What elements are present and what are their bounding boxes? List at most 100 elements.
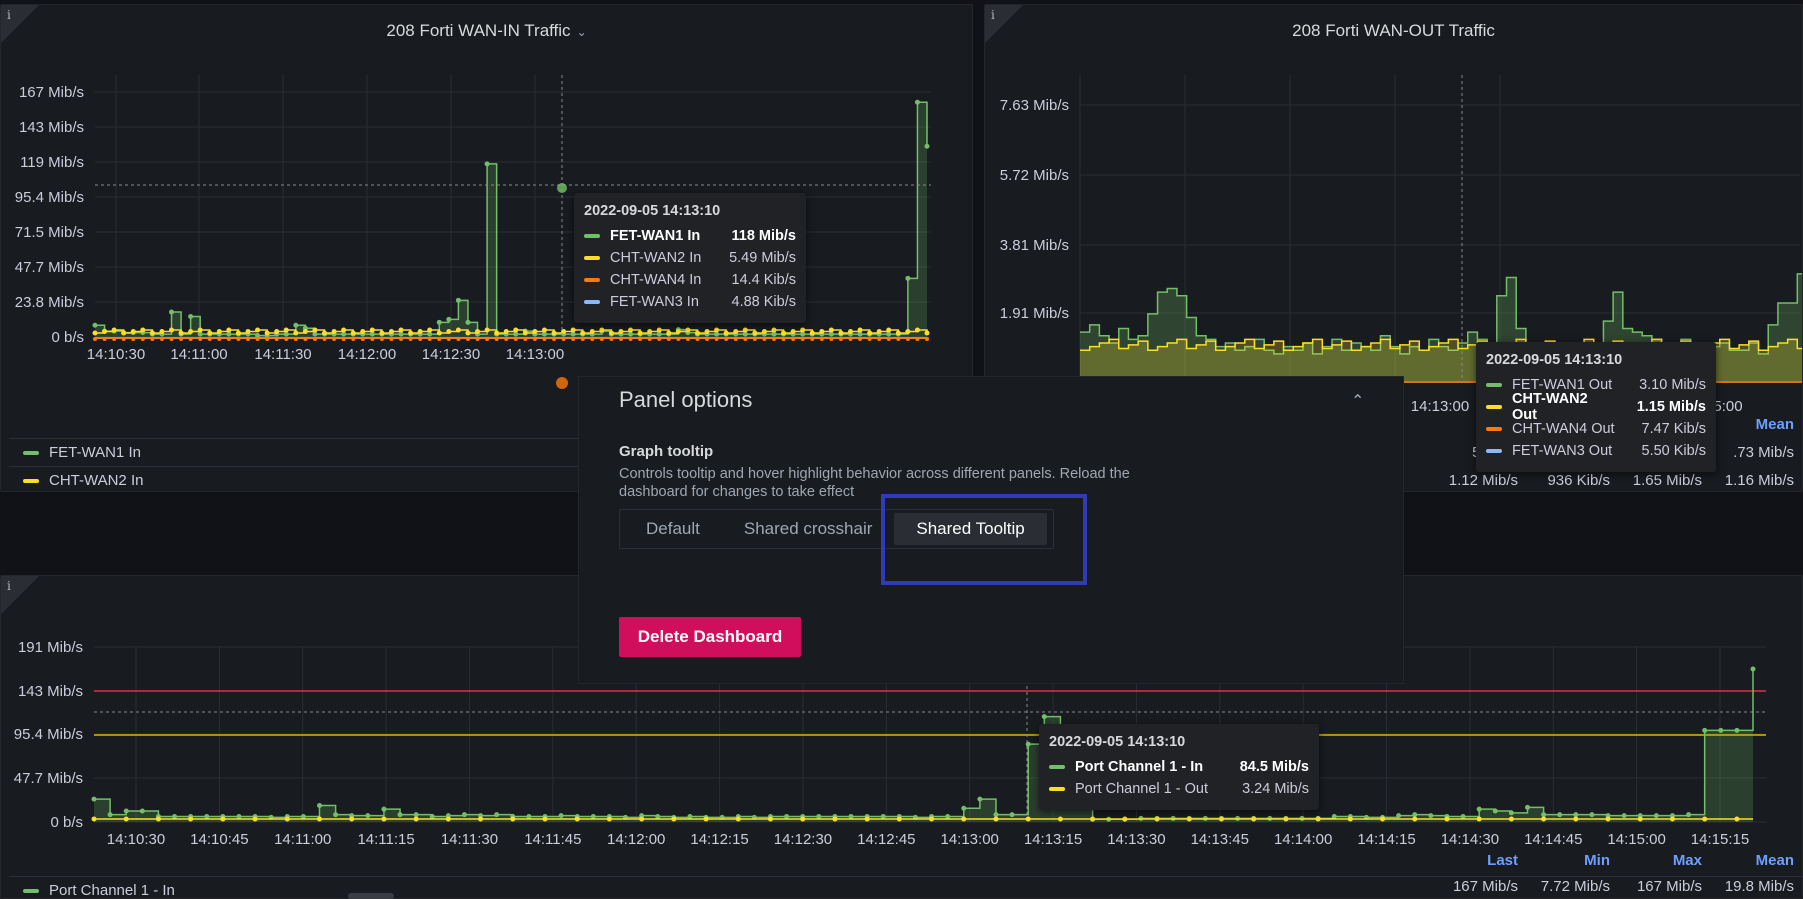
- data-point: [93, 337, 97, 341]
- delete-dashboard-button[interactable]: Delete Dashboard: [619, 617, 801, 657]
- data-point: [752, 337, 757, 341]
- data-point: [322, 337, 327, 341]
- option-default[interactable]: Default: [646, 519, 700, 538]
- data-point: [427, 327, 433, 333]
- data-point: [300, 814, 306, 820]
- data-point: [322, 330, 328, 336]
- data-point: [828, 331, 834, 337]
- data-point: [589, 329, 595, 334]
- legend-item[interactable]: Port Channel 1 - In: [9, 876, 1802, 898]
- option-shared-crosshair[interactable]: Shared crosshair: [743, 519, 873, 538]
- horizontal-scrollbar[interactable]: [348, 893, 394, 899]
- data-point: [628, 327, 634, 333]
- legend-header-mean[interactable]: Mean: [1755, 416, 1794, 433]
- tooltip-swatch: [1486, 427, 1502, 431]
- data-point: [198, 337, 203, 341]
- tooltip-row: CHT-WAN4 In 14.4 Kib/s: [584, 269, 796, 291]
- option-shared-tooltip[interactable]: Shared Tooltip: [894, 513, 1047, 545]
- data-point: [838, 337, 843, 341]
- data-point: [816, 814, 822, 820]
- panel-options-section: Panel options ⌃ Graph tooltip Controls t…: [578, 376, 1404, 684]
- data-point: [1637, 816, 1643, 822]
- legend-header-col[interactable]: Last: [1487, 852, 1518, 869]
- data-point: [914, 99, 920, 105]
- data-point: [915, 337, 920, 341]
- panel-info-corner[interactable]: [985, 5, 1023, 43]
- data-point: [1541, 812, 1547, 818]
- data-point: [590, 337, 595, 341]
- info-icon[interactable]: i: [991, 8, 995, 22]
- data-point: [618, 329, 624, 334]
- data-point: [723, 330, 729, 336]
- data-point: [1380, 816, 1386, 822]
- chevron-down-icon[interactable]: ⌄: [576, 25, 587, 39]
- data-point: [790, 329, 796, 334]
- data-point: [762, 337, 767, 341]
- tooltip-swatch: [1049, 787, 1065, 791]
- legend-header-col[interactable]: Mean: [1755, 852, 1794, 869]
- data-point: [532, 337, 537, 341]
- legend-item[interactable]: FET-WAN1 In: [9, 438, 972, 466]
- data-point: [714, 337, 719, 341]
- data-point: [580, 330, 586, 336]
- tooltip-series-name: Port Channel 1 - In: [1075, 759, 1204, 775]
- tooltip-series-name: FET-WAN1 Out: [1512, 377, 1613, 393]
- panel-title[interactable]: 208 Forti WAN-IN Traffic ⌄: [1, 21, 972, 41]
- data-point: [724, 337, 729, 341]
- data-point: [149, 330, 155, 336]
- data-point: [283, 331, 289, 337]
- panel-info-corner[interactable]: [1, 5, 39, 43]
- port-in-line: [94, 668, 1754, 821]
- x-axis-tick: 14:11:30: [441, 831, 498, 846]
- y-axis-tick: 0 b/s: [51, 329, 84, 346]
- data-point: [628, 337, 633, 341]
- tooltip-row: FET-WAN1 In 118 Mib/s: [584, 225, 796, 247]
- legend-header-col[interactable]: Min: [1584, 852, 1610, 869]
- info-icon[interactable]: i: [7, 8, 11, 22]
- selection-highlight-box: [881, 494, 1087, 585]
- data-point: [905, 275, 911, 281]
- data-point: [399, 337, 404, 341]
- data-point: [848, 814, 854, 820]
- data-point: [993, 816, 999, 822]
- data-point: [1154, 816, 1160, 822]
- data-point: [178, 330, 184, 336]
- data-point: [657, 337, 662, 341]
- data-point: [381, 816, 387, 822]
- panel-options-title[interactable]: Panel options: [619, 387, 753, 412]
- info-icon[interactable]: i: [7, 579, 11, 593]
- data-point: [510, 816, 516, 822]
- panel-info-corner[interactable]: [1, 576, 39, 614]
- data-point: [316, 816, 322, 822]
- legend-swatch: [23, 450, 39, 455]
- data-point: [207, 330, 213, 336]
- data-point: [1557, 812, 1563, 818]
- data-point: [1686, 812, 1692, 818]
- tooltip-swatch: [1049, 765, 1065, 769]
- legend-item[interactable]: CHT-WAN2 In: [9, 466, 972, 491]
- data-point: [413, 816, 419, 822]
- data-point: [1621, 813, 1627, 819]
- data-point: [226, 331, 232, 337]
- tooltip-time: 2022-09-05 14:13:10: [1486, 352, 1623, 368]
- data-point: [880, 814, 886, 820]
- data-point: [236, 337, 241, 341]
- data-point: [733, 337, 738, 341]
- data-point: [159, 337, 164, 341]
- data-point: [1396, 813, 1402, 819]
- data-point: [742, 327, 748, 333]
- data-point: [369, 331, 375, 337]
- x-axis-tick: 14:13:30: [1107, 831, 1165, 846]
- x-axis-tick: 14:13:00: [940, 831, 998, 846]
- wan-in-graph[interactable]: 167 Mib/s 143 Mib/s 119 Mib/s 95.4 Mib/s 71.…: [1, 5, 973, 415]
- legend-header-col[interactable]: Max: [1672, 852, 1702, 869]
- data-point: [332, 337, 337, 341]
- chevron-up-icon[interactable]: ⌃: [1351, 393, 1365, 410]
- port-channel-graph[interactable]: 191 Mib/s 143 Mib/s 95.4 Mib/s 47.7 Mib/s 0 …: [1, 576, 1803, 846]
- tooltip-series-value: 4.88 Kib/s: [731, 294, 797, 310]
- data-point: [252, 816, 258, 822]
- panel-title[interactable]: 208 Forti WAN-OUT Traffic: [985, 21, 1802, 41]
- data-point: [389, 337, 394, 341]
- data-point: [671, 816, 677, 822]
- data-point: [436, 319, 442, 325]
